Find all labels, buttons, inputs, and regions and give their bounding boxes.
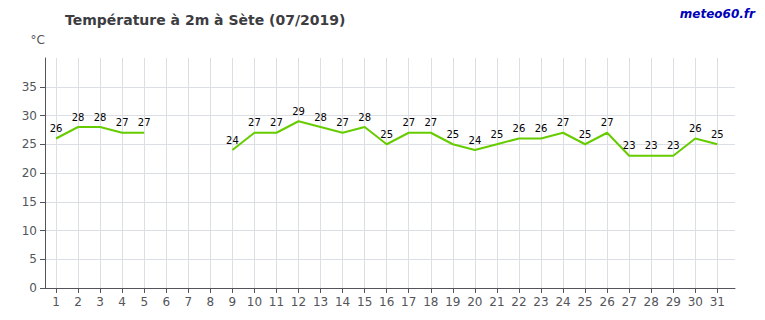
svg-text:25: 25 xyxy=(711,129,724,140)
svg-text:Température à 2m à Sète (07/20: Température à 2m à Sète (07/2019) xyxy=(65,12,345,28)
svg-text:11: 11 xyxy=(269,295,284,309)
svg-text:10: 10 xyxy=(247,295,262,309)
svg-text:23: 23 xyxy=(645,140,658,151)
svg-text:1: 1 xyxy=(52,295,60,309)
svg-text:13: 13 xyxy=(313,295,328,309)
svg-text:23: 23 xyxy=(667,140,680,151)
svg-text:17: 17 xyxy=(401,295,416,309)
svg-text:2: 2 xyxy=(74,295,82,309)
svg-text:25: 25 xyxy=(380,129,393,140)
svg-text:31: 31 xyxy=(710,295,725,309)
svg-text:14: 14 xyxy=(335,295,350,309)
svg-text:27: 27 xyxy=(424,117,437,128)
svg-text:27: 27 xyxy=(402,117,415,128)
svg-text:10: 10 xyxy=(22,224,37,238)
svg-text:24: 24 xyxy=(469,135,482,146)
svg-text:26: 26 xyxy=(689,123,702,134)
svg-text:35: 35 xyxy=(22,80,37,94)
svg-text:29: 29 xyxy=(292,106,305,117)
svg-text:9: 9 xyxy=(229,295,237,309)
svg-text:28: 28 xyxy=(644,295,659,309)
svg-text:8: 8 xyxy=(207,295,215,309)
svg-text:27: 27 xyxy=(336,117,349,128)
svg-text:28: 28 xyxy=(358,112,371,123)
svg-text:30: 30 xyxy=(688,295,703,309)
svg-text:22: 22 xyxy=(511,295,526,309)
svg-text:6: 6 xyxy=(162,295,170,309)
svg-text:meteo60.fr: meteo60.fr xyxy=(680,7,756,21)
svg-text:27: 27 xyxy=(270,117,283,128)
svg-text:29: 29 xyxy=(666,295,681,309)
svg-text:26: 26 xyxy=(600,295,615,309)
svg-text:0: 0 xyxy=(29,281,37,295)
svg-text:5: 5 xyxy=(29,252,37,266)
svg-text:20: 20 xyxy=(22,166,37,180)
svg-text:26: 26 xyxy=(535,123,548,134)
svg-text:28: 28 xyxy=(72,112,85,123)
svg-text:28: 28 xyxy=(314,112,327,123)
svg-text:25: 25 xyxy=(446,129,459,140)
svg-text:19: 19 xyxy=(445,295,460,309)
svg-text:30: 30 xyxy=(22,109,37,123)
svg-text:27: 27 xyxy=(601,117,614,128)
svg-text:27: 27 xyxy=(138,117,151,128)
svg-text:7: 7 xyxy=(184,295,192,309)
svg-text:5: 5 xyxy=(140,295,148,309)
svg-text:°C: °C xyxy=(31,33,45,47)
svg-text:3: 3 xyxy=(96,295,104,309)
svg-text:20: 20 xyxy=(467,295,482,309)
svg-text:26: 26 xyxy=(513,123,526,134)
svg-text:23: 23 xyxy=(623,140,636,151)
svg-text:24: 24 xyxy=(226,135,239,146)
svg-text:25: 25 xyxy=(491,129,504,140)
svg-text:25: 25 xyxy=(579,129,592,140)
svg-text:26: 26 xyxy=(50,123,63,134)
svg-text:27: 27 xyxy=(116,117,129,128)
svg-text:27: 27 xyxy=(557,117,570,128)
svg-text:23: 23 xyxy=(533,295,548,309)
svg-text:15: 15 xyxy=(357,295,372,309)
svg-text:21: 21 xyxy=(489,295,504,309)
svg-text:25: 25 xyxy=(577,295,592,309)
svg-text:24: 24 xyxy=(555,295,570,309)
svg-text:4: 4 xyxy=(118,295,126,309)
svg-text:18: 18 xyxy=(423,295,438,309)
svg-text:28: 28 xyxy=(94,112,107,123)
svg-text:25: 25 xyxy=(22,137,37,151)
svg-text:16: 16 xyxy=(379,295,394,309)
svg-text:12: 12 xyxy=(291,295,306,309)
svg-text:27: 27 xyxy=(248,117,261,128)
svg-text:27: 27 xyxy=(622,295,637,309)
svg-text:15: 15 xyxy=(22,195,37,209)
